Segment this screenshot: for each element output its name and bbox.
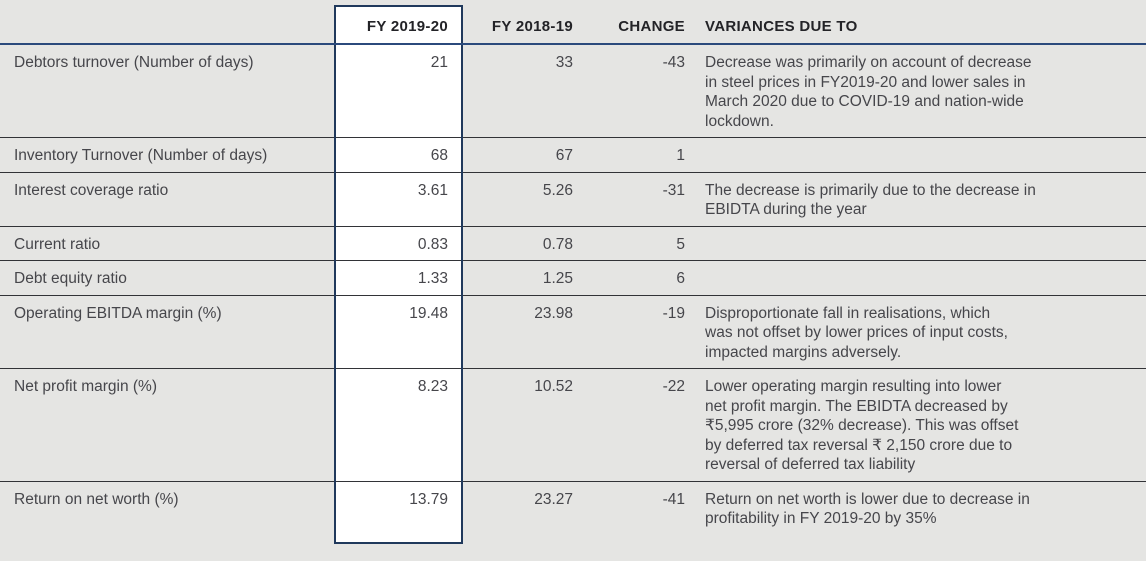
variance-text: Disproportionate fall in realisations, w… — [689, 295, 1146, 369]
value-fy-2018-19: 67 — [462, 137, 577, 173]
metric-label: Return on net worth (%) — [14, 490, 179, 508]
value-fy-2018-19: 10.52 — [462, 368, 577, 482]
value-change: -41 — [662, 490, 685, 508]
table-body: Debtors turnover (Number of days) 21 33 … — [0, 44, 1146, 544]
table-row-current-ratio: Current ratio 0.83 0.78 5 — [0, 226, 1146, 261]
value-fy-2018-19: 0.78 — [462, 226, 577, 261]
variance-text: The decrease is primarily due to the dec… — [689, 172, 1146, 227]
value-change: 1 — [577, 137, 689, 173]
header-change: CHANGE — [577, 6, 689, 45]
value-fy-2019-20: 21 — [334, 44, 463, 138]
table-row-debt-equity: Debt equity ratio 1.33 1.25 6 — [0, 260, 1146, 296]
variance-text: Decrease was primarily on account of dec… — [689, 44, 1146, 138]
financial-ratios-table: FY 2019-20 FY 2018-19 CHANGE VARIANCES D… — [0, 5, 1146, 544]
metric-label: Interest coverage ratio — [0, 172, 335, 227]
variance-text — [689, 137, 1146, 173]
metric-label: Net profit margin (%) — [0, 368, 335, 482]
value-change: -31 — [577, 172, 689, 227]
table-row-operating-ebitda-margin: Operating EBITDA margin (%) 19.48 23.98 … — [0, 295, 1146, 369]
table-row-return-on-net-worth: Return on net worth (%) 13.79 23.27 -41 … — [0, 481, 1146, 544]
metric-label: Debtors turnover (Number of days) — [0, 44, 335, 138]
value-fy-2018-19: 5.26 — [462, 172, 577, 227]
value-fy-2019-20: 3.61 — [334, 172, 463, 227]
value-fy-2018-19: 23.27 — [534, 490, 573, 508]
value-change: -22 — [577, 368, 689, 482]
variance-text: Lower operating margin resulting into lo… — [689, 368, 1146, 482]
value-fy-2019-20: 68 — [334, 137, 463, 173]
table-row-debtors-turnover: Debtors turnover (Number of days) 21 33 … — [0, 44, 1146, 138]
metric-label: Inventory Turnover (Number of days) — [0, 137, 335, 173]
value-change: -43 — [577, 44, 689, 138]
header-row: FY 2019-20 FY 2018-19 CHANGE VARIANCES D… — [0, 5, 1146, 45]
value-fy-2018-19: 33 — [462, 44, 577, 138]
table-header: FY 2019-20 FY 2018-19 CHANGE VARIANCES D… — [0, 5, 1146, 45]
header-variances: VARIANCES DUE TO — [689, 6, 1146, 45]
value-fy-2019-20: 8.23 — [334, 368, 463, 482]
header-fy-2018-19: FY 2018-19 — [462, 6, 577, 45]
variance-text — [689, 226, 1146, 261]
metric-label: Operating EBITDA margin (%) — [0, 295, 335, 369]
variance-text: Return on net worth is lower due to decr… — [705, 490, 1030, 528]
value-change: 5 — [577, 226, 689, 261]
value-fy-2018-19: 1.25 — [462, 260, 577, 296]
value-fy-2019-20: 0.83 — [334, 226, 463, 261]
value-change: -19 — [577, 295, 689, 369]
value-fy-2018-19: 23.98 — [462, 295, 577, 369]
header-metric — [0, 6, 335, 45]
metric-label: Debt equity ratio — [0, 260, 335, 296]
value-change: 6 — [577, 260, 689, 296]
table-row-interest-coverage: Interest coverage ratio 3.61 5.26 -31 Th… — [0, 172, 1146, 227]
value-fy-2019-20: 19.48 — [334, 295, 463, 369]
table-row-inventory-turnover: Inventory Turnover (Number of days) 68 6… — [0, 137, 1146, 173]
variance-text — [689, 260, 1146, 296]
value-fy-2019-20: 1.33 — [334, 260, 463, 296]
table-row-net-profit-margin: Net profit margin (%) 8.23 10.52 -22 Low… — [0, 368, 1146, 482]
value-fy-2019-20: 13.79 — [334, 481, 463, 544]
metric-label: Current ratio — [0, 226, 335, 261]
header-fy-2019-20: FY 2019-20 — [334, 5, 463, 45]
